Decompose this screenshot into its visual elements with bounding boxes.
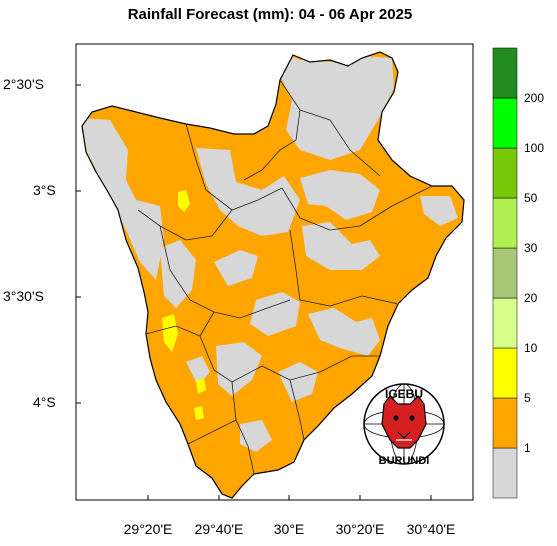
cb-swatch-dry	[492, 447, 518, 499]
cb-swatch-200	[492, 47, 518, 99]
logo-text-top: IGEBU	[385, 387, 423, 401]
cb-label-1: 1	[524, 441, 531, 455]
cb-label-100: 100	[524, 141, 545, 155]
x-tick-label-2: 29°40'E	[194, 521, 244, 537]
igebu-logo: IGEBU BURUNDI	[363, 383, 445, 467]
cb-swatch-30	[492, 197, 518, 249]
cb-label-50: 50	[524, 191, 538, 205]
y-tick-label-4: 4°S	[33, 394, 56, 410]
cb-swatch-50	[492, 147, 518, 199]
x-tick-label-4: 30°20'E	[335, 521, 385, 537]
cb-swatch-5	[492, 347, 518, 399]
cb-label-30: 30	[524, 241, 538, 255]
cb-label-5: 5	[524, 391, 531, 405]
cb-swatch-10	[492, 297, 518, 349]
province-boundaries	[137, 79, 433, 475]
cb-label-200: 200	[524, 91, 545, 105]
cb-swatch-20	[492, 247, 518, 299]
cb-label-20: 20	[524, 291, 538, 305]
y-tick-label-2: 3°S	[33, 182, 56, 198]
dry-areas	[82, 52, 458, 452]
logo-text-bottom: BURUNDI	[379, 455, 430, 467]
colorbar	[492, 47, 518, 499]
x-tick-label-1: 29°20'E	[123, 521, 173, 537]
leopard-head-icon	[381, 395, 427, 449]
moderate-rain-spots	[162, 190, 206, 420]
cb-label-10: 10	[524, 341, 538, 355]
country-border	[81, 51, 465, 499]
y-tick-label-1: 2°30'S	[3, 76, 44, 92]
y-tick-label-3: 3°30'S	[3, 288, 44, 304]
cb-swatch-1	[492, 397, 518, 449]
axis-ticks	[76, 84, 432, 500]
x-tick-label-5: 30°40'E	[406, 521, 456, 537]
map-title: Rainfall Forecast (mm): 04 - 06 Apr 2025	[127, 6, 413, 23]
x-tick-label-3: 30°E	[273, 521, 305, 537]
cb-swatch-100	[492, 97, 518, 149]
